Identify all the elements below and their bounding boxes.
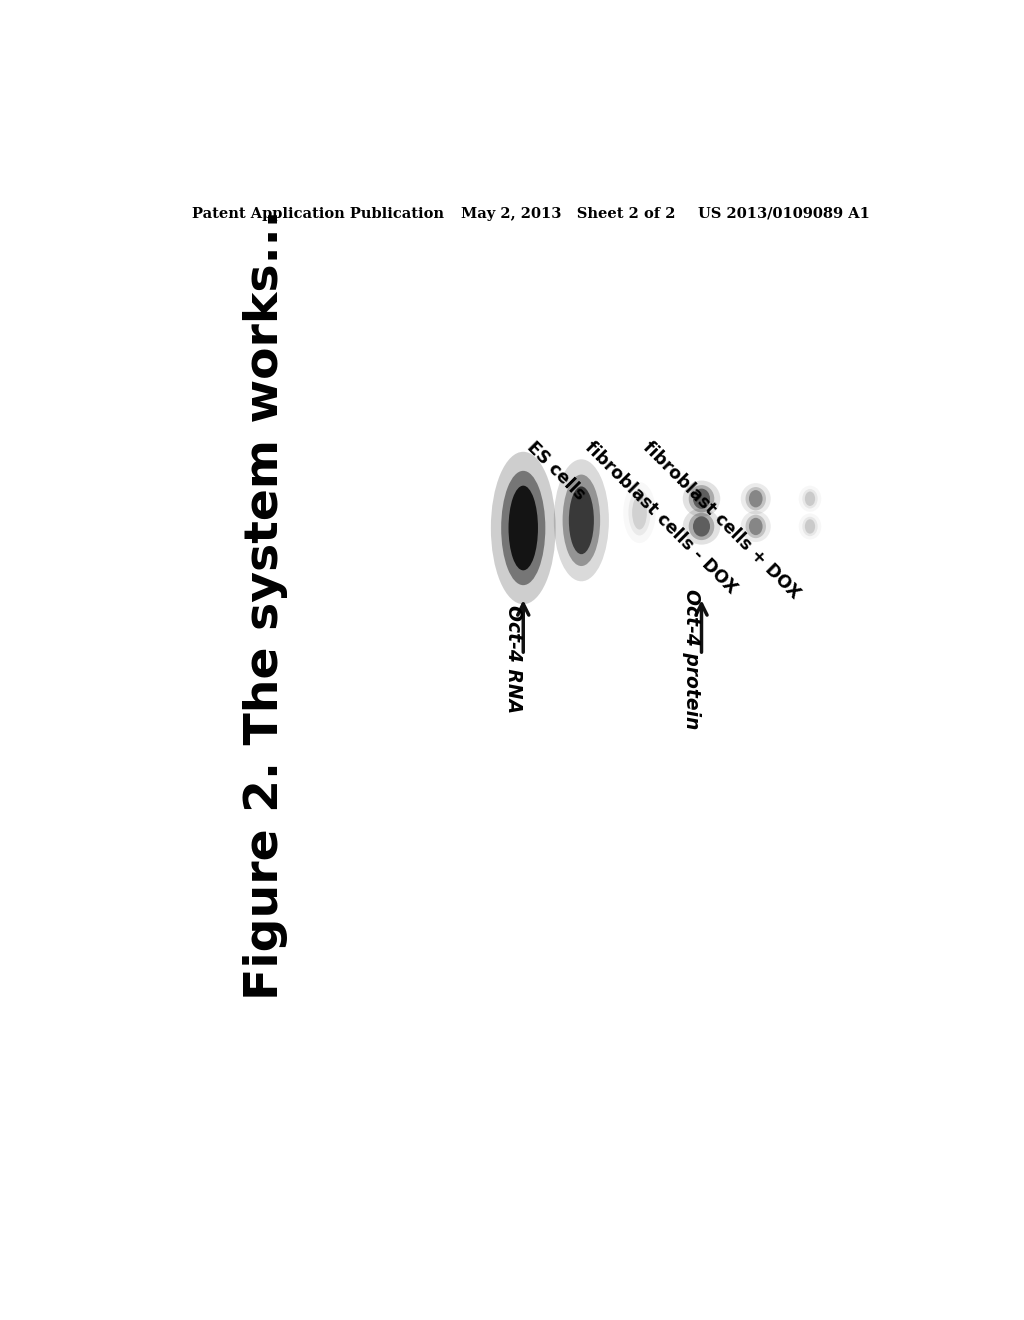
Text: Oct-4 protein: Oct-4 protein [683, 589, 701, 729]
Ellipse shape [683, 480, 720, 517]
Ellipse shape [490, 451, 556, 605]
Ellipse shape [554, 459, 609, 581]
Text: US 2013/0109089 A1: US 2013/0109089 A1 [697, 207, 869, 220]
Ellipse shape [693, 516, 710, 536]
Ellipse shape [509, 486, 538, 570]
Ellipse shape [745, 515, 766, 539]
Ellipse shape [799, 486, 821, 512]
Text: Patent Application Publication: Patent Application Publication [191, 207, 443, 220]
Ellipse shape [689, 484, 715, 512]
Ellipse shape [749, 490, 763, 507]
Text: May 2, 2013   Sheet 2 of 2: May 2, 2013 Sheet 2 of 2 [461, 207, 676, 220]
Ellipse shape [501, 471, 546, 585]
Ellipse shape [803, 516, 818, 536]
Text: fibroblast cells + DOX: fibroblast cells + DOX [640, 438, 804, 603]
Ellipse shape [689, 512, 715, 540]
Ellipse shape [745, 487, 766, 511]
Ellipse shape [805, 519, 815, 533]
Ellipse shape [693, 488, 710, 508]
Ellipse shape [803, 488, 818, 508]
Ellipse shape [683, 508, 720, 545]
Ellipse shape [624, 482, 655, 543]
Text: fibroblast cells - DOX: fibroblast cells - DOX [582, 438, 740, 598]
Ellipse shape [632, 495, 647, 529]
Ellipse shape [569, 487, 594, 554]
Ellipse shape [740, 511, 771, 543]
Text: Figure 2. The system works...: Figure 2. The system works... [244, 210, 289, 1001]
Ellipse shape [562, 475, 600, 566]
Ellipse shape [799, 513, 821, 540]
Text: ES cells: ES cells [523, 438, 589, 504]
Ellipse shape [805, 491, 815, 506]
Ellipse shape [740, 483, 771, 515]
Text: Oct-4 RNA: Oct-4 RNA [504, 605, 523, 713]
Ellipse shape [749, 517, 763, 535]
Ellipse shape [629, 490, 650, 536]
